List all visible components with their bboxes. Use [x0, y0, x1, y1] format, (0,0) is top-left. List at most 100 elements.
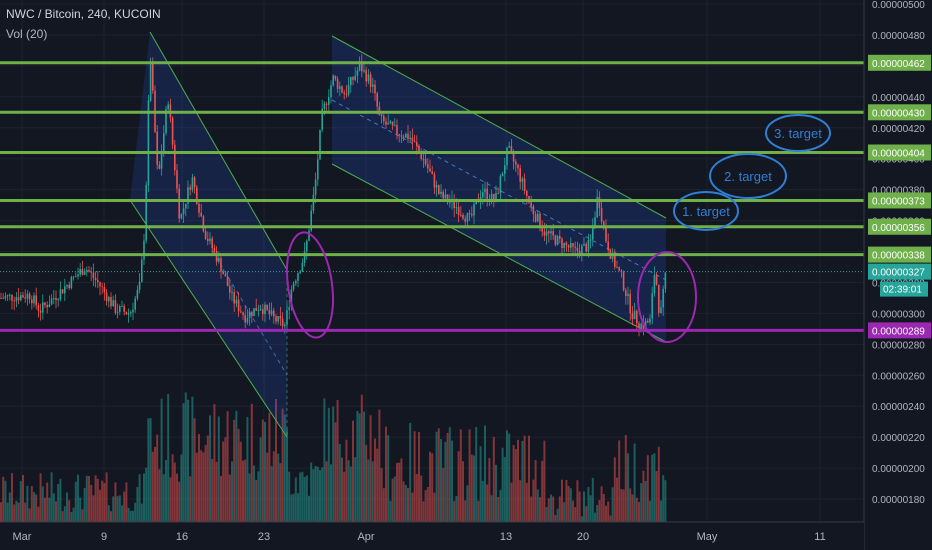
volume-bar	[68, 500, 71, 522]
volume-bar	[363, 411, 365, 522]
candle-body	[433, 174, 436, 188]
candle-body	[350, 77, 352, 86]
volume-bar	[411, 492, 414, 522]
volume-bar	[332, 406, 335, 522]
level-price-label: 0.00000373	[872, 196, 925, 207]
candle-body	[574, 246, 576, 248]
volume-bar	[90, 484, 93, 522]
candle-body	[213, 248, 216, 251]
volume-bar	[26, 485, 29, 522]
candle-body	[66, 284, 68, 287]
y-tick-label: 0.00000260	[872, 371, 925, 382]
candle-body	[53, 298, 55, 299]
volume-bar	[620, 489, 623, 522]
candle-body	[383, 115, 385, 122]
channel-2-lower	[331, 163, 667, 343]
level-price-tag	[868, 104, 931, 121]
candle-body	[68, 284, 70, 289]
volume-bar	[539, 497, 541, 522]
candle-body	[510, 146, 513, 152]
candle-body	[178, 188, 180, 219]
candle-body	[37, 305, 40, 311]
volume-bar	[220, 475, 222, 522]
volume-bar	[136, 486, 139, 522]
candle-body	[160, 152, 163, 169]
candle-body	[268, 309, 271, 315]
candle-body	[354, 75, 356, 80]
candle-body	[592, 226, 594, 240]
volume-bar	[184, 392, 187, 522]
candle-body	[132, 309, 134, 313]
volume-bar	[101, 480, 104, 522]
candle-body	[495, 192, 497, 202]
candle-body	[284, 324, 286, 327]
candle-body	[519, 168, 521, 182]
x-tick-label: 11	[814, 531, 825, 543]
candle-body	[367, 74, 370, 82]
volume-bar	[204, 444, 207, 522]
candle-body	[22, 295, 24, 298]
volume-bar	[275, 398, 277, 522]
volume-bar	[202, 452, 205, 522]
candle-body	[314, 179, 317, 195]
candle-body	[572, 243, 574, 247]
volume-bar	[385, 426, 387, 522]
candle-body	[108, 297, 110, 302]
horizontal-levels	[0, 61, 864, 332]
volume-bar	[389, 500, 392, 522]
volume-bar	[609, 515, 612, 522]
target-label: 1. target	[682, 204, 730, 219]
candle-body	[295, 280, 297, 284]
volume-bar	[486, 484, 489, 522]
candle-body	[618, 267, 620, 271]
volume-bar	[110, 511, 112, 522]
candle-body	[191, 177, 194, 190]
candle-body	[156, 131, 158, 165]
candle-body	[352, 77, 354, 80]
volume-bar	[165, 460, 167, 522]
x-tick-label: Mar	[13, 531, 32, 543]
candle-body	[369, 74, 372, 87]
candle-body	[11, 294, 13, 301]
volume-bar	[561, 479, 563, 522]
volume-bar	[83, 487, 86, 522]
volume-bar	[431, 453, 434, 522]
volume-bar	[400, 458, 403, 522]
volume-bar	[589, 495, 592, 522]
volume-bar	[565, 479, 568, 522]
volume-bar	[314, 465, 317, 522]
current-price-label: 0.00000327	[872, 268, 925, 279]
candle-body	[372, 84, 374, 87]
candle-body	[145, 184, 147, 241]
candle-body	[224, 274, 227, 277]
volume-bar	[173, 462, 176, 522]
candle-body	[565, 242, 568, 246]
candle-body	[587, 239, 590, 252]
volume-bar	[288, 471, 291, 522]
candle-body	[631, 313, 634, 320]
volume-bar	[552, 496, 555, 522]
candle-body	[622, 272, 625, 291]
volume-bar	[558, 496, 561, 522]
candle-body	[299, 271, 301, 274]
candle-body	[400, 135, 403, 137]
volume-bar	[391, 478, 394, 522]
volume-bar	[88, 476, 90, 522]
volume-bar	[74, 481, 77, 522]
candle-body	[563, 242, 565, 249]
channel-2-upper	[331, 35, 667, 219]
volume-bar	[169, 477, 172, 522]
candle-body	[457, 207, 460, 215]
volume-bar	[4, 480, 7, 522]
candle-body	[301, 262, 304, 272]
volume-bar	[426, 487, 429, 522]
time-axis: Mar 9 16 23 Apr 13 20 May 11	[0, 521, 864, 550]
candle-body	[473, 204, 475, 216]
candle-body	[334, 75, 337, 80]
volume-bar	[596, 504, 599, 522]
circle-drawing	[637, 251, 697, 343]
y-tick-label: 0.00000300	[872, 309, 925, 320]
volume-bar	[594, 512, 596, 522]
candle-body	[215, 250, 218, 262]
